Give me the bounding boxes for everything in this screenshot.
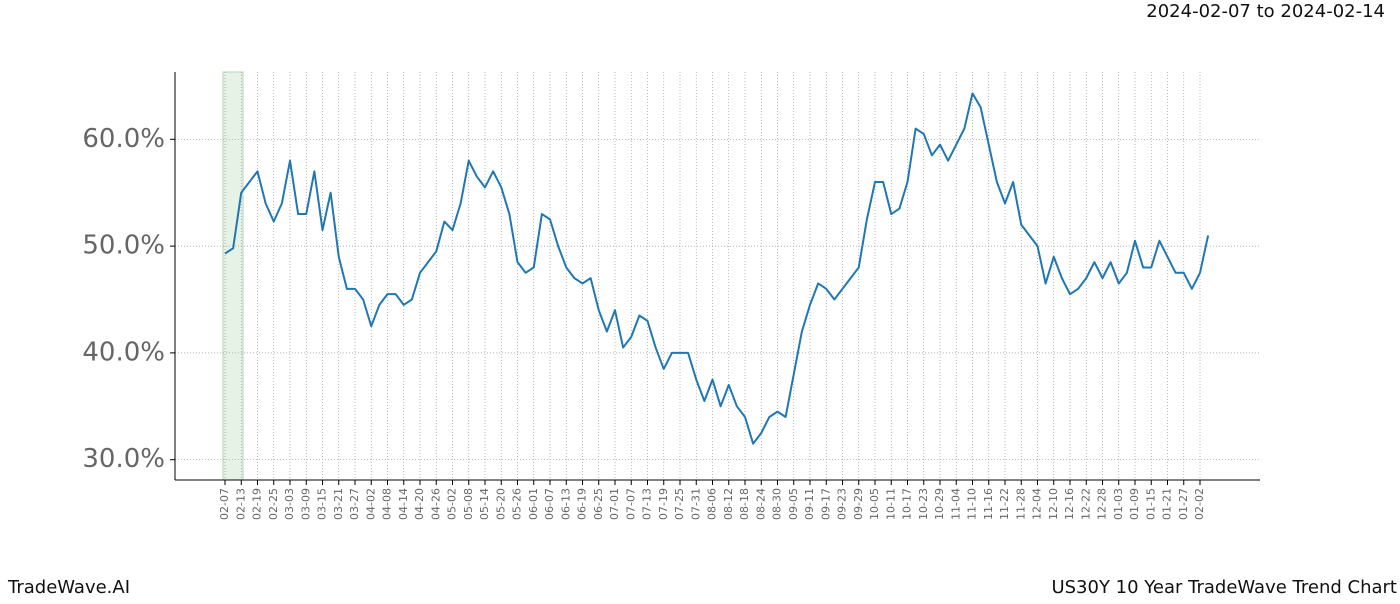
plot bbox=[224, 92, 1210, 445]
x-tick-label: 03-27 bbox=[348, 488, 361, 520]
x-tick-label: 01-09 bbox=[1128, 488, 1141, 520]
x-tick-label: 12-28 bbox=[1096, 488, 1109, 520]
x-tick-label: 09-23 bbox=[836, 488, 849, 520]
x-tick-label: 12-22 bbox=[1079, 488, 1092, 520]
x-tick-label: 10-29 bbox=[933, 488, 946, 520]
x-tick-label: 04-26 bbox=[429, 488, 442, 520]
footer-left: TradeWave.AI bbox=[7, 577, 130, 598]
x-tick-label: 10-23 bbox=[917, 488, 930, 520]
x-tick-label: 09-11 bbox=[803, 488, 816, 520]
x-tick-label: 05-08 bbox=[462, 488, 475, 520]
x-tick-label: 03-21 bbox=[332, 488, 345, 520]
x-tick-label: 01-15 bbox=[1144, 488, 1157, 520]
x-tick-label: 02-13 bbox=[234, 488, 247, 520]
x-tick-label: 05-14 bbox=[478, 488, 491, 520]
x-tick-label: 07-07 bbox=[624, 488, 637, 520]
x-tick-label: 10-05 bbox=[868, 488, 881, 520]
x-tick-label: 01-03 bbox=[1112, 488, 1125, 520]
y-tick-label: 30.0% bbox=[82, 444, 165, 474]
x-tick-label: 04-20 bbox=[413, 488, 426, 520]
grid bbox=[175, 72, 1260, 480]
x-tick-label: 11-04 bbox=[949, 488, 962, 520]
x-tick-label: 09-17 bbox=[819, 488, 832, 520]
x-tick-label: 12-16 bbox=[1063, 488, 1076, 520]
x-tick-label: 02-19 bbox=[251, 488, 264, 520]
x-tick-label: 08-18 bbox=[738, 488, 751, 520]
x-tick-label: 03-03 bbox=[283, 488, 296, 520]
x-tick-label: 07-25 bbox=[673, 488, 686, 520]
x-tick-label: 06-07 bbox=[543, 488, 556, 520]
x-tick-label: 02-07 bbox=[218, 488, 231, 520]
highlight-range bbox=[222, 71, 244, 481]
x-tick-label: 08-30 bbox=[771, 488, 784, 520]
x-tick-label: 03-09 bbox=[299, 488, 312, 520]
x-tick-label: 07-01 bbox=[608, 488, 621, 520]
x-tick-label: 11-28 bbox=[1014, 488, 1027, 520]
x-tick-label: 09-05 bbox=[787, 488, 800, 520]
x-tick-label: 10-17 bbox=[901, 488, 914, 520]
x-tick-label: 08-12 bbox=[722, 488, 735, 520]
x-tick-label: 10-11 bbox=[884, 488, 897, 520]
x-tick-label: 02-02 bbox=[1193, 488, 1206, 520]
x-tick-label: 05-02 bbox=[446, 488, 459, 520]
x-tick-label: 07-13 bbox=[641, 488, 654, 520]
x-tick-label: 06-13 bbox=[559, 488, 572, 520]
x-tick-label: 01-27 bbox=[1177, 488, 1190, 520]
footer-right: US30Y 10 Year TradeWave Trend Chart bbox=[1051, 577, 1397, 598]
x-tick-label: 12-04 bbox=[1031, 488, 1044, 520]
x-tick-label: 04-14 bbox=[397, 488, 410, 520]
y-tick-label: 50.0% bbox=[82, 231, 165, 261]
x-tick-label: 11-10 bbox=[966, 488, 979, 520]
chart-title: 2024-02-07 to 2024-02-14 bbox=[1146, 1, 1385, 22]
x-tick-label: 07-19 bbox=[657, 488, 670, 520]
x-tick-label: 11-22 bbox=[998, 488, 1011, 520]
x-tick-label: 02-25 bbox=[267, 488, 280, 520]
x-tick-label: 06-19 bbox=[576, 488, 589, 520]
y-tick-label: 60.0% bbox=[82, 124, 165, 154]
x-tick-label: 12-10 bbox=[1047, 488, 1060, 520]
x-tick-label: 08-06 bbox=[706, 488, 719, 520]
x-tick-label: 11-16 bbox=[982, 488, 995, 520]
x-tick-label: 06-01 bbox=[527, 488, 540, 520]
x-tick-label: 03-15 bbox=[316, 488, 329, 520]
x-tick-label: 09-29 bbox=[852, 488, 865, 520]
y-tick-label: 40.0% bbox=[82, 337, 165, 367]
line-series bbox=[224, 92, 1210, 445]
x-tick-label: 07-31 bbox=[689, 488, 702, 520]
x-tick-label: 05-26 bbox=[511, 488, 524, 520]
x-tick-label: 08-24 bbox=[754, 488, 767, 520]
x-tick-label: 01-21 bbox=[1161, 488, 1174, 520]
x-tick-label: 04-02 bbox=[364, 488, 377, 520]
x-tick-label: 04-08 bbox=[381, 488, 394, 520]
x-tick-label: 06-25 bbox=[592, 488, 605, 520]
x-tick-label: 05-20 bbox=[494, 488, 507, 520]
